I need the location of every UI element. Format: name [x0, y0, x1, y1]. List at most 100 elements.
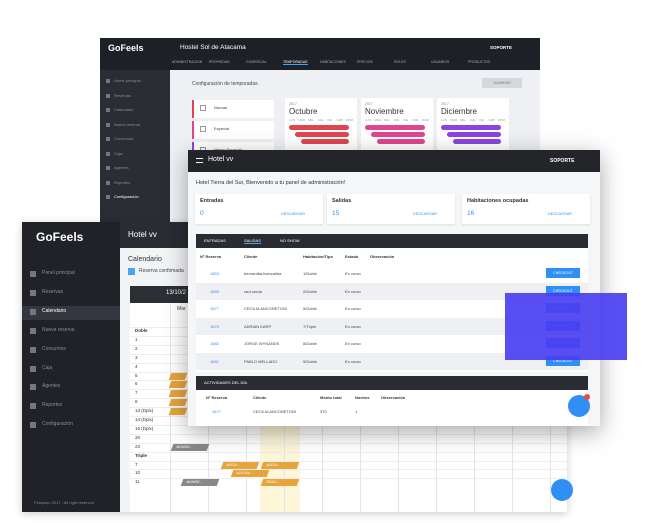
menu-item[interactable]: Agentes [42, 383, 61, 390]
menu-active [22, 305, 120, 320]
booking-bar[interactable]: ALEJA... [260, 461, 300, 469]
download-link[interactable]: DESCARGAR [281, 212, 306, 216]
table-cell: En curso [345, 341, 361, 346]
title: Hotel vv [208, 156, 234, 163]
booking-bar[interactable]: MUNOD... [170, 443, 210, 451]
download-link[interactable]: DESCARGAR [413, 212, 438, 216]
tab[interactable]: COMERCIAL [246, 60, 267, 64]
menu-item[interactable]: Configuración [114, 194, 139, 199]
tab[interactable]: USUARIOS [431, 60, 450, 64]
menu-icon [106, 151, 110, 156]
checkout-button[interactable]: CHECKOUT [546, 355, 580, 366]
table-cell: 1669 [210, 288, 219, 294]
table-cell: 1677 [210, 306, 219, 311]
weekday: SAB [336, 118, 343, 122]
booking-bar[interactable]: ALEJA... [220, 461, 260, 469]
menu-item[interactable]: Reservas [114, 92, 131, 98]
menu-item[interactable]: Reportes [114, 179, 131, 185]
stat-value: 0 [200, 210, 204, 217]
column-label: Mar [177, 306, 186, 312]
tab[interactable]: ROLES [394, 60, 406, 64]
menu-item[interactable]: Consumos [114, 136, 134, 141]
menu-icon [106, 108, 110, 112]
table-header: Nº Reserva [206, 395, 228, 400]
section-title: Configuración de temporadas [192, 81, 258, 87]
menu-icon [106, 195, 110, 199]
menu-icon [106, 122, 110, 127]
weekday: VIE [479, 118, 484, 122]
booking-bar [168, 372, 188, 380]
season-name: Happy Especial [214, 147, 242, 152]
tab[interactable]: HABITACIONES [320, 60, 346, 64]
booking-bar[interactable]: ALEJAN... [230, 470, 270, 478]
title: Hotel vv [128, 230, 157, 239]
row-stripe [196, 352, 588, 370]
menu-icon [30, 271, 36, 277]
year: 2017 [365, 102, 373, 106]
menu-icon [106, 93, 110, 98]
table-cell: 9/Doble [303, 358, 317, 364]
weekday: MIE [460, 118, 466, 122]
logo: GoFeels [108, 43, 144, 53]
download-link[interactable]: DESCARGAR [548, 212, 573, 216]
menu-item[interactable]: Caja [114, 150, 123, 156]
group-label: Doble [135, 328, 148, 333]
month-name: Diciembre [441, 107, 478, 116]
tab[interactable]: ENTRADAS [204, 238, 226, 243]
menu-item[interactable]: Reservas [42, 288, 64, 295]
booking-bar[interactable]: MUNOD... [180, 479, 220, 487]
tab[interactable]: PRODUCTOS [468, 60, 491, 64]
menu-item[interactable]: Panel principal [42, 270, 75, 276]
weekday: MAR [374, 118, 382, 122]
menu-icon [30, 403, 36, 410]
stat-value: 15 [332, 210, 340, 217]
menu-item[interactable]: Configuración [42, 421, 73, 428]
table-header: Nº Reserva [200, 254, 222, 259]
room-label: 2 [135, 345, 138, 351]
season-card: Especial [192, 121, 274, 139]
menu-item[interactable]: Calendario [42, 307, 67, 314]
room-label: 10 [135, 470, 141, 476]
menu-item[interactable]: Calendario [114, 107, 134, 112]
tab[interactable]: SALIDAS [244, 238, 261, 244]
tab[interactable]: NO SHOW [280, 238, 300, 243]
menu-item[interactable]: Nueva reserva [114, 121, 141, 127]
menu-item[interactable]: Home principal [114, 78, 141, 83]
menu-item[interactable]: Caja [42, 364, 53, 371]
booking-bar[interactable]: ROSA... [260, 479, 300, 487]
stat-card: Habitaciones ocupadas 16 DESCARGAR [462, 194, 590, 224]
weekday: MIE [308, 118, 314, 122]
chat-button[interactable] [568, 395, 590, 417]
month-name: Noviembre [365, 107, 404, 116]
menu-item[interactable]: Nueva reserva [42, 326, 75, 333]
room-label: 8 [135, 399, 138, 405]
tab[interactable]: ADMINISTRACION [172, 60, 203, 64]
page-title: Calendario [128, 256, 162, 263]
room-label: 1 [135, 336, 138, 342]
menu-item[interactable]: Reportes [42, 402, 63, 409]
menu-item[interactable]: Agentes [114, 165, 129, 170]
tab[interactable]: PROPIEDAD [209, 60, 230, 64]
stat-label: Habitaciones ocupadas [467, 198, 529, 204]
table-cell: bernardita.fuenzalida [244, 271, 282, 276]
season-pill [301, 139, 349, 144]
overlay [505, 293, 627, 360]
back-window: GoFeels Hostel Sol de Atacama SOPORTE ADMIN… [100, 38, 540, 223]
table-cell: ADRIAN KARP [244, 323, 272, 329]
tab[interactable]: TEMPORADAS [283, 60, 308, 65]
menu-icon [106, 166, 110, 170]
weekday: MAR [450, 118, 458, 122]
row-stripe [196, 317, 588, 335]
menu-item[interactable]: Consumos [42, 345, 66, 352]
chat-button[interactable] [551, 479, 573, 501]
menu-icon[interactable] [196, 158, 203, 163]
save-button[interactable]: GUARDAR [482, 78, 522, 88]
season-pill [377, 139, 425, 144]
weekday: LUN [365, 118, 372, 122]
support[interactable]: SOPORTE [550, 158, 575, 164]
tab[interactable]: PRECIOS [357, 60, 373, 64]
row-line [130, 478, 567, 480]
row-line [130, 433, 567, 435]
checkout-button[interactable]: CHECKOUT [546, 268, 580, 278]
checkout-button[interactable]: CHECKOUT [546, 285, 580, 296]
